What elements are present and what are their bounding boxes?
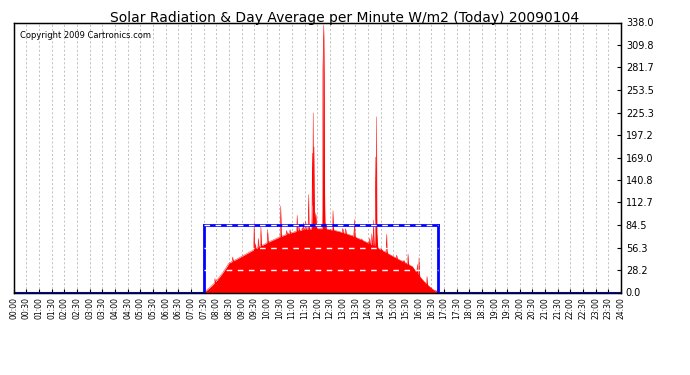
Text: Copyright 2009 Cartronics.com: Copyright 2009 Cartronics.com [20,31,151,40]
Text: Solar Radiation & Day Average per Minute W/m2 (Today) 20090104: Solar Radiation & Day Average per Minute… [110,11,580,25]
